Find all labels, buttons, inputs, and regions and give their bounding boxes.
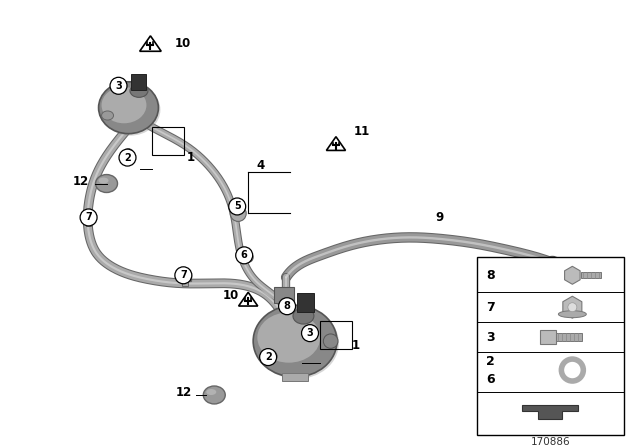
Ellipse shape <box>130 84 148 97</box>
Ellipse shape <box>99 177 109 184</box>
Polygon shape <box>140 36 161 51</box>
Text: 12: 12 <box>72 175 88 188</box>
Bar <box>179 274 191 281</box>
Text: 10: 10 <box>174 37 191 50</box>
Text: 170886: 170886 <box>531 437 570 447</box>
Polygon shape <box>522 405 579 419</box>
Bar <box>83 214 95 221</box>
Text: 11: 11 <box>354 125 370 138</box>
Ellipse shape <box>99 82 159 134</box>
Circle shape <box>86 215 91 220</box>
Circle shape <box>243 252 253 263</box>
Bar <box>131 74 147 90</box>
Ellipse shape <box>95 175 118 193</box>
Text: 3: 3 <box>486 331 495 344</box>
Text: 9: 9 <box>436 211 444 224</box>
Ellipse shape <box>102 87 147 123</box>
Circle shape <box>301 325 319 342</box>
Circle shape <box>568 303 577 312</box>
Text: 3: 3 <box>307 328 314 338</box>
Circle shape <box>236 247 253 264</box>
Ellipse shape <box>100 84 161 136</box>
Text: 3: 3 <box>115 81 122 91</box>
Circle shape <box>267 351 277 361</box>
Bar <box>540 330 556 344</box>
Text: 4: 4 <box>256 159 264 172</box>
Text: 2: 2 <box>265 352 271 362</box>
Circle shape <box>175 267 192 284</box>
Polygon shape <box>326 137 346 151</box>
Ellipse shape <box>323 334 338 348</box>
Ellipse shape <box>253 305 337 377</box>
Circle shape <box>244 254 248 257</box>
Text: 7: 7 <box>85 212 92 223</box>
Polygon shape <box>563 296 582 318</box>
Text: 7: 7 <box>180 270 187 280</box>
Text: 7: 7 <box>486 301 495 314</box>
Bar <box>297 293 314 312</box>
Bar <box>86 221 92 226</box>
Circle shape <box>110 78 127 94</box>
Text: 12: 12 <box>176 387 193 400</box>
Polygon shape <box>564 266 580 284</box>
Circle shape <box>260 349 276 366</box>
Ellipse shape <box>206 389 216 395</box>
Text: 10: 10 <box>222 289 239 302</box>
Polygon shape <box>239 292 258 306</box>
Bar <box>282 373 308 381</box>
Circle shape <box>234 209 239 214</box>
Text: 2: 2 <box>124 153 131 163</box>
Bar <box>556 333 582 341</box>
Text: 5: 5 <box>234 202 241 211</box>
Text: 8: 8 <box>486 269 495 282</box>
Ellipse shape <box>558 311 586 318</box>
Circle shape <box>183 275 188 280</box>
Bar <box>320 321 352 349</box>
Ellipse shape <box>293 308 314 324</box>
Ellipse shape <box>204 386 225 404</box>
Bar <box>581 272 601 278</box>
Bar <box>182 281 188 286</box>
Circle shape <box>278 298 296 314</box>
Circle shape <box>228 198 246 215</box>
Bar <box>152 127 184 155</box>
Text: 1: 1 <box>186 151 195 164</box>
Text: 6: 6 <box>486 373 495 386</box>
Ellipse shape <box>257 312 320 363</box>
Bar <box>477 257 624 435</box>
Text: 6: 6 <box>241 250 248 260</box>
Ellipse shape <box>545 256 561 270</box>
Circle shape <box>230 206 246 221</box>
Circle shape <box>124 149 134 159</box>
Circle shape <box>80 209 97 226</box>
Text: 2: 2 <box>486 354 495 367</box>
Circle shape <box>119 149 136 166</box>
Circle shape <box>561 359 583 381</box>
Text: 1: 1 <box>352 339 360 352</box>
Ellipse shape <box>102 111 113 120</box>
Bar <box>274 287 294 303</box>
Ellipse shape <box>255 307 339 379</box>
Text: 8: 8 <box>284 301 291 311</box>
